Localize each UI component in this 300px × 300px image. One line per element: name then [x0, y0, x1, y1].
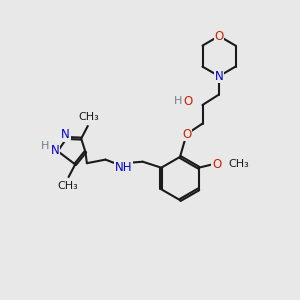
Text: H: H [174, 96, 183, 106]
Text: N: N [50, 144, 59, 157]
Text: H: H [41, 141, 50, 152]
Text: O: O [182, 128, 191, 141]
Text: N: N [61, 128, 70, 142]
Text: O: O [184, 95, 193, 108]
Text: CH₃: CH₃ [229, 159, 250, 169]
Text: N: N [214, 70, 224, 83]
Text: O: O [214, 29, 224, 43]
Text: NH: NH [115, 161, 132, 174]
Text: O: O [212, 158, 221, 171]
Text: CH₃: CH₃ [58, 181, 78, 191]
Text: CH₃: CH₃ [78, 112, 99, 122]
